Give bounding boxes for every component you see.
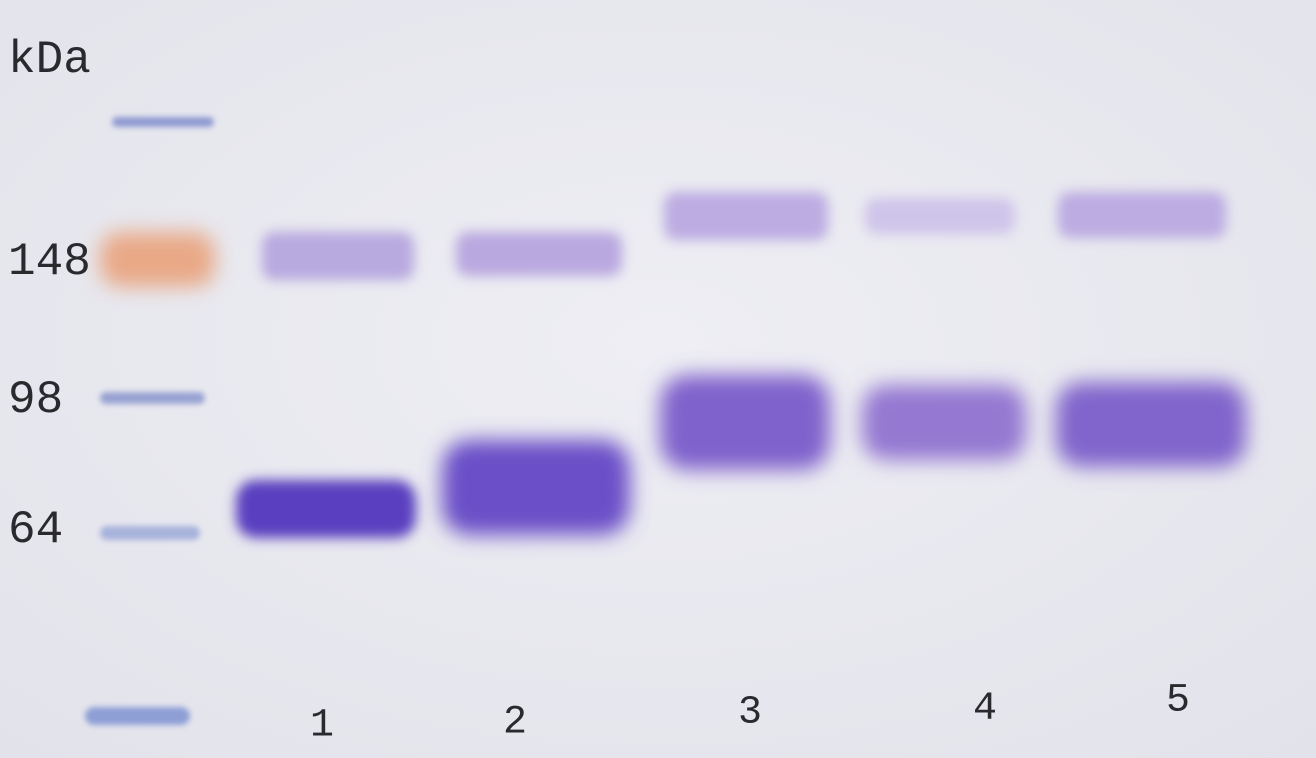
ladder-band (85, 707, 190, 725)
ladder-band (100, 232, 215, 287)
band (1058, 192, 1226, 238)
page: kDa 148 98 64 1 2 3 4 5 (() => { const d… (0, 0, 1316, 758)
band (660, 375, 830, 470)
band (1056, 382, 1246, 467)
lane-label: 2 (503, 701, 527, 746)
lane-label: 5 (1166, 679, 1190, 724)
band (664, 192, 828, 240)
marker-label: 64 (8, 504, 63, 556)
lane-label: 3 (738, 691, 762, 736)
band (262, 232, 414, 280)
ladder-band (100, 392, 205, 404)
band (236, 480, 416, 538)
gel-image: kDa 148 98 64 1 2 3 4 5 (0, 0, 1316, 758)
ladder-band (100, 526, 200, 540)
band (456, 232, 622, 276)
lane-label: 1 (310, 704, 334, 749)
lane-label: 4 (973, 687, 997, 732)
ladder-band (112, 117, 214, 127)
band (442, 440, 630, 535)
gel-background (0, 0, 1316, 758)
marker-label: 98 (8, 374, 63, 426)
axis-label: kDa (8, 34, 91, 86)
band (862, 385, 1026, 460)
marker-label: 148 (8, 236, 91, 288)
band (865, 198, 1015, 234)
